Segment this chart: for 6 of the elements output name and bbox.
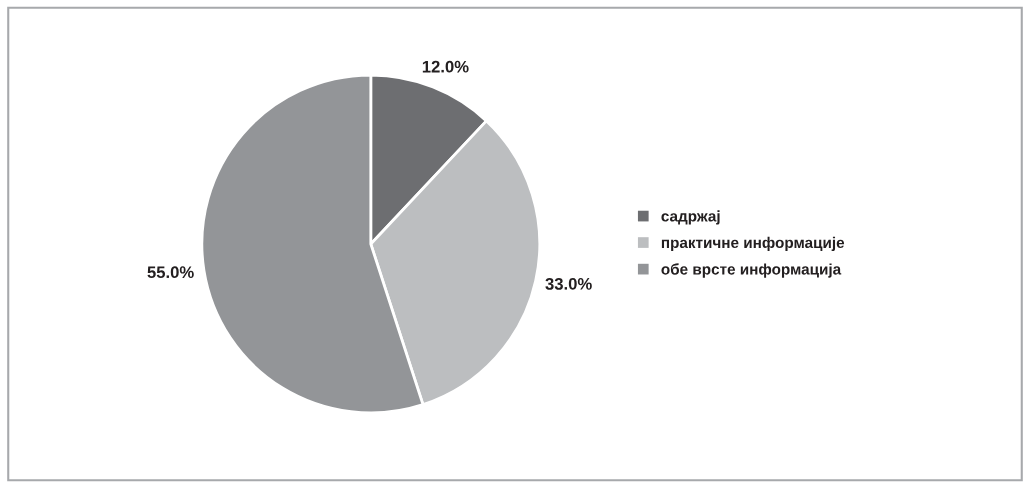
legend-label: обе врсте информација	[661, 263, 842, 278]
data-label: 55.0%	[147, 266, 194, 279]
data-label: 12.0%	[422, 60, 469, 73]
legend-label: садржај	[661, 210, 720, 225]
legend-label: практичне информације	[661, 236, 845, 252]
data-label: 33.0%	[545, 277, 592, 290]
